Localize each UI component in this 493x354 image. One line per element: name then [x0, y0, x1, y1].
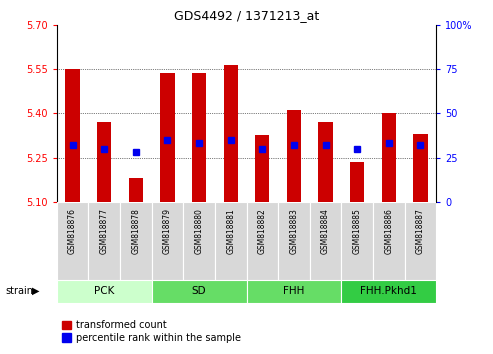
Text: GSM818885: GSM818885: [352, 208, 362, 254]
Text: GSM818883: GSM818883: [289, 208, 298, 254]
Bar: [246, 280, 341, 303]
Bar: [373, 202, 405, 280]
Bar: [310, 202, 341, 280]
Bar: [152, 202, 183, 280]
Text: FHH: FHH: [283, 286, 305, 296]
Bar: [120, 202, 152, 280]
Text: GSM818882: GSM818882: [258, 208, 267, 254]
Bar: [183, 202, 215, 280]
Text: GSM818880: GSM818880: [195, 208, 204, 254]
Text: PCK: PCK: [94, 286, 114, 296]
Text: GSM818887: GSM818887: [416, 208, 425, 254]
Bar: [192, 73, 206, 202]
Bar: [255, 135, 270, 202]
Bar: [382, 113, 396, 202]
Text: GSM818878: GSM818878: [131, 208, 141, 254]
Bar: [88, 202, 120, 280]
Bar: [246, 202, 278, 280]
Text: SD: SD: [192, 286, 207, 296]
Bar: [341, 280, 436, 303]
Bar: [57, 280, 152, 303]
Text: GSM818879: GSM818879: [163, 208, 172, 254]
Bar: [318, 122, 333, 202]
Bar: [129, 178, 143, 202]
Bar: [215, 202, 246, 280]
Bar: [152, 280, 246, 303]
Bar: [160, 73, 175, 202]
Bar: [350, 162, 364, 202]
Text: GDS4492 / 1371213_at: GDS4492 / 1371213_at: [174, 9, 319, 22]
Bar: [57, 202, 88, 280]
Text: GSM818881: GSM818881: [226, 208, 235, 254]
Text: ▶: ▶: [32, 286, 39, 296]
Text: GSM818886: GSM818886: [385, 208, 393, 254]
Bar: [287, 110, 301, 202]
Text: GSM818877: GSM818877: [100, 208, 108, 254]
Bar: [413, 134, 427, 202]
Bar: [223, 64, 238, 202]
Bar: [341, 202, 373, 280]
Text: strain: strain: [5, 286, 33, 296]
Bar: [278, 202, 310, 280]
Bar: [66, 69, 80, 202]
Bar: [97, 122, 111, 202]
Text: GSM818876: GSM818876: [68, 208, 77, 254]
Legend: transformed count, percentile rank within the sample: transformed count, percentile rank withi…: [62, 320, 241, 343]
Bar: [405, 202, 436, 280]
Text: FHH.Pkhd1: FHH.Pkhd1: [360, 286, 417, 296]
Text: GSM818884: GSM818884: [321, 208, 330, 254]
